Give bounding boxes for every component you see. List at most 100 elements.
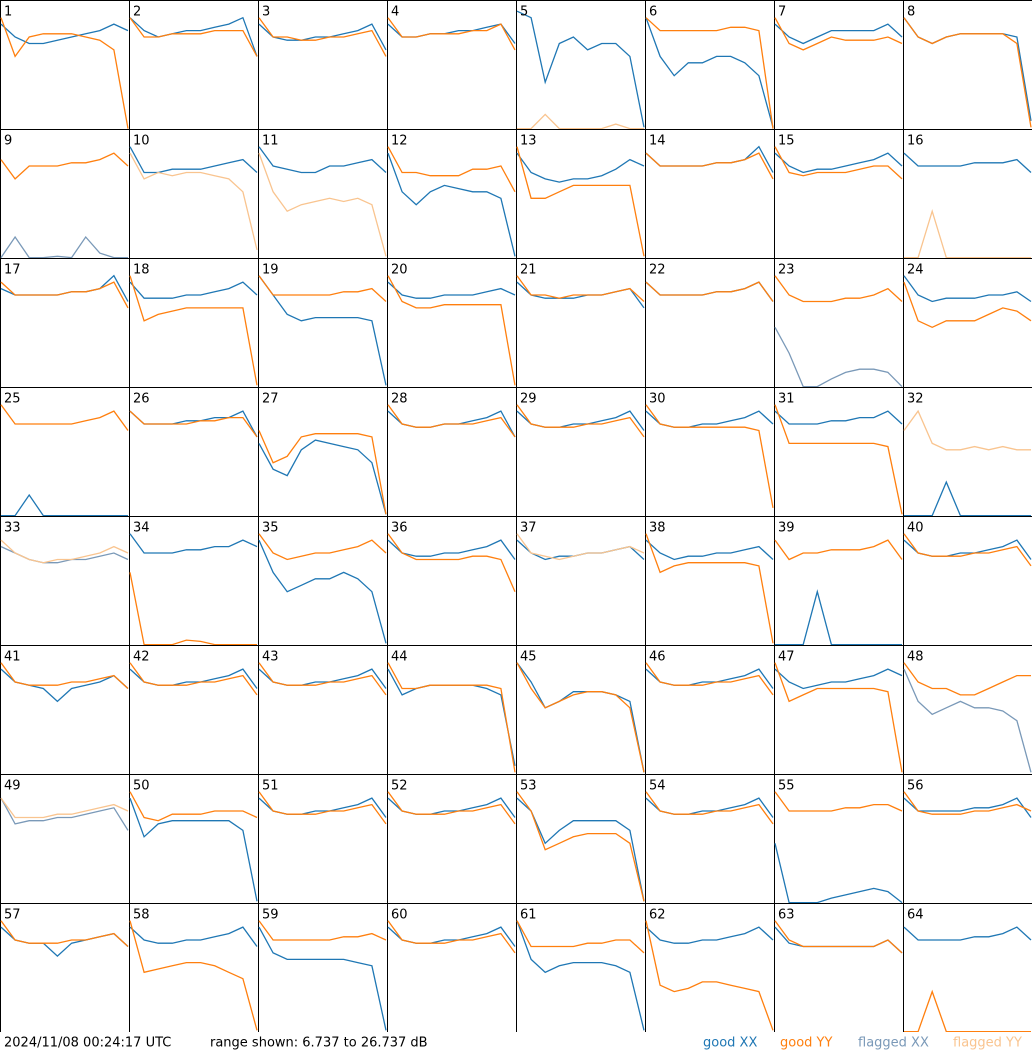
spectrum-line [387,533,516,592]
panel: 40 [903,516,1032,645]
panel-bg [645,516,774,645]
panel-bg [129,516,258,645]
panel-title: 35 [262,521,279,536]
panel-title: 8 [907,5,915,20]
spectrum-line [516,533,645,561]
panel: 37 [516,516,645,645]
panel-bg [387,516,516,645]
panel: 52 [387,774,516,903]
panel-bg [516,903,645,1032]
spectrum-line [0,17,129,129]
spectrum-line [387,152,516,257]
panel: 17 [0,258,129,387]
panel-bg [774,774,903,903]
spectrum-line [645,539,774,561]
spectrum-line [258,539,387,644]
panel-title: 22 [649,263,666,278]
spectrum-line [516,662,645,773]
spectrum-line [129,152,258,251]
panel-title: 47 [778,650,795,665]
panel-bg [774,516,903,645]
panel-title: 37 [520,521,537,536]
spectrum-line [774,539,903,561]
panel: 55 [774,774,903,903]
spectrum-line [387,539,516,560]
panel-title: 30 [649,392,666,407]
panel-bg [258,645,387,774]
panel-bg [645,645,774,774]
panel: 23 [774,258,903,387]
panel: 42 [129,645,258,774]
panel-title: 64 [907,908,924,923]
panel-title: 34 [133,521,150,536]
panel: 56 [903,774,1032,903]
panel: 50 [129,774,258,903]
panel-title: 10 [133,134,150,149]
panel-title: 26 [133,392,150,407]
spectrum-line [645,152,774,180]
panel: 1 [0,0,129,129]
panel: 31 [774,387,903,516]
panel-bg [516,645,645,774]
spectrum-line [774,146,903,180]
panel-title: 45 [520,650,537,665]
spectrum-line [903,281,1032,329]
spectrum-line [517,113,644,129]
panel: 49 [0,774,129,903]
spectrum-line [387,281,516,299]
spectrum-line [904,480,1031,516]
spectrum-line [774,326,903,387]
spectrum-line [774,17,903,51]
panel: 46 [645,645,774,774]
panel-bg [387,258,516,387]
panel-bg [258,516,387,645]
panel-bg [387,129,516,258]
spectrum-line [258,920,387,941]
panel: 39 [774,516,903,645]
panel-title: 56 [907,779,924,794]
panel: 32 [903,387,1032,516]
panel: 4 [387,0,516,129]
spectrum-line [774,843,903,903]
spectrum-line [0,920,129,947]
panel: 27 [258,387,387,516]
panel-title: 48 [907,650,924,665]
panel-bg [516,387,645,516]
panel-bg [387,645,516,774]
panel-title: 11 [262,134,279,149]
panel: 51 [258,774,387,903]
panel-title: 60 [391,908,408,923]
panel: 11 [258,129,387,258]
spectrum-line [0,281,129,309]
panel: 6 [645,0,774,129]
panel-bg [516,0,645,129]
panel-title: 51 [262,779,279,794]
spectrum-line [774,152,903,174]
panel: 26 [129,387,258,516]
panel: 36 [387,516,516,645]
range-note: range shown: 6.737 to 26.737 dB [210,1036,428,1051]
panel-title: 13 [520,134,537,149]
panel-title: 58 [133,908,150,923]
panel-title: 40 [907,521,924,536]
spectrum-line [258,275,387,302]
panel: 58 [129,903,258,1032]
spectrum-line [129,275,258,386]
panel-bg [258,129,387,258]
spectrum-line [645,17,774,129]
panel: 29 [516,387,645,516]
panel-title: 29 [520,392,537,407]
spectrum-line [387,146,516,193]
panel: 7 [774,0,903,129]
panel: 8 [903,0,1032,129]
panel-title: 41 [4,650,21,665]
panel: 62 [645,903,774,1032]
spectrum-line [903,533,1032,567]
spectrum-line [903,668,1032,773]
panel-bg [129,0,258,129]
panel: 19 [258,258,387,387]
panel-title: 23 [778,263,795,278]
panel-title: 25 [4,392,21,407]
panel-title: 61 [520,908,537,923]
